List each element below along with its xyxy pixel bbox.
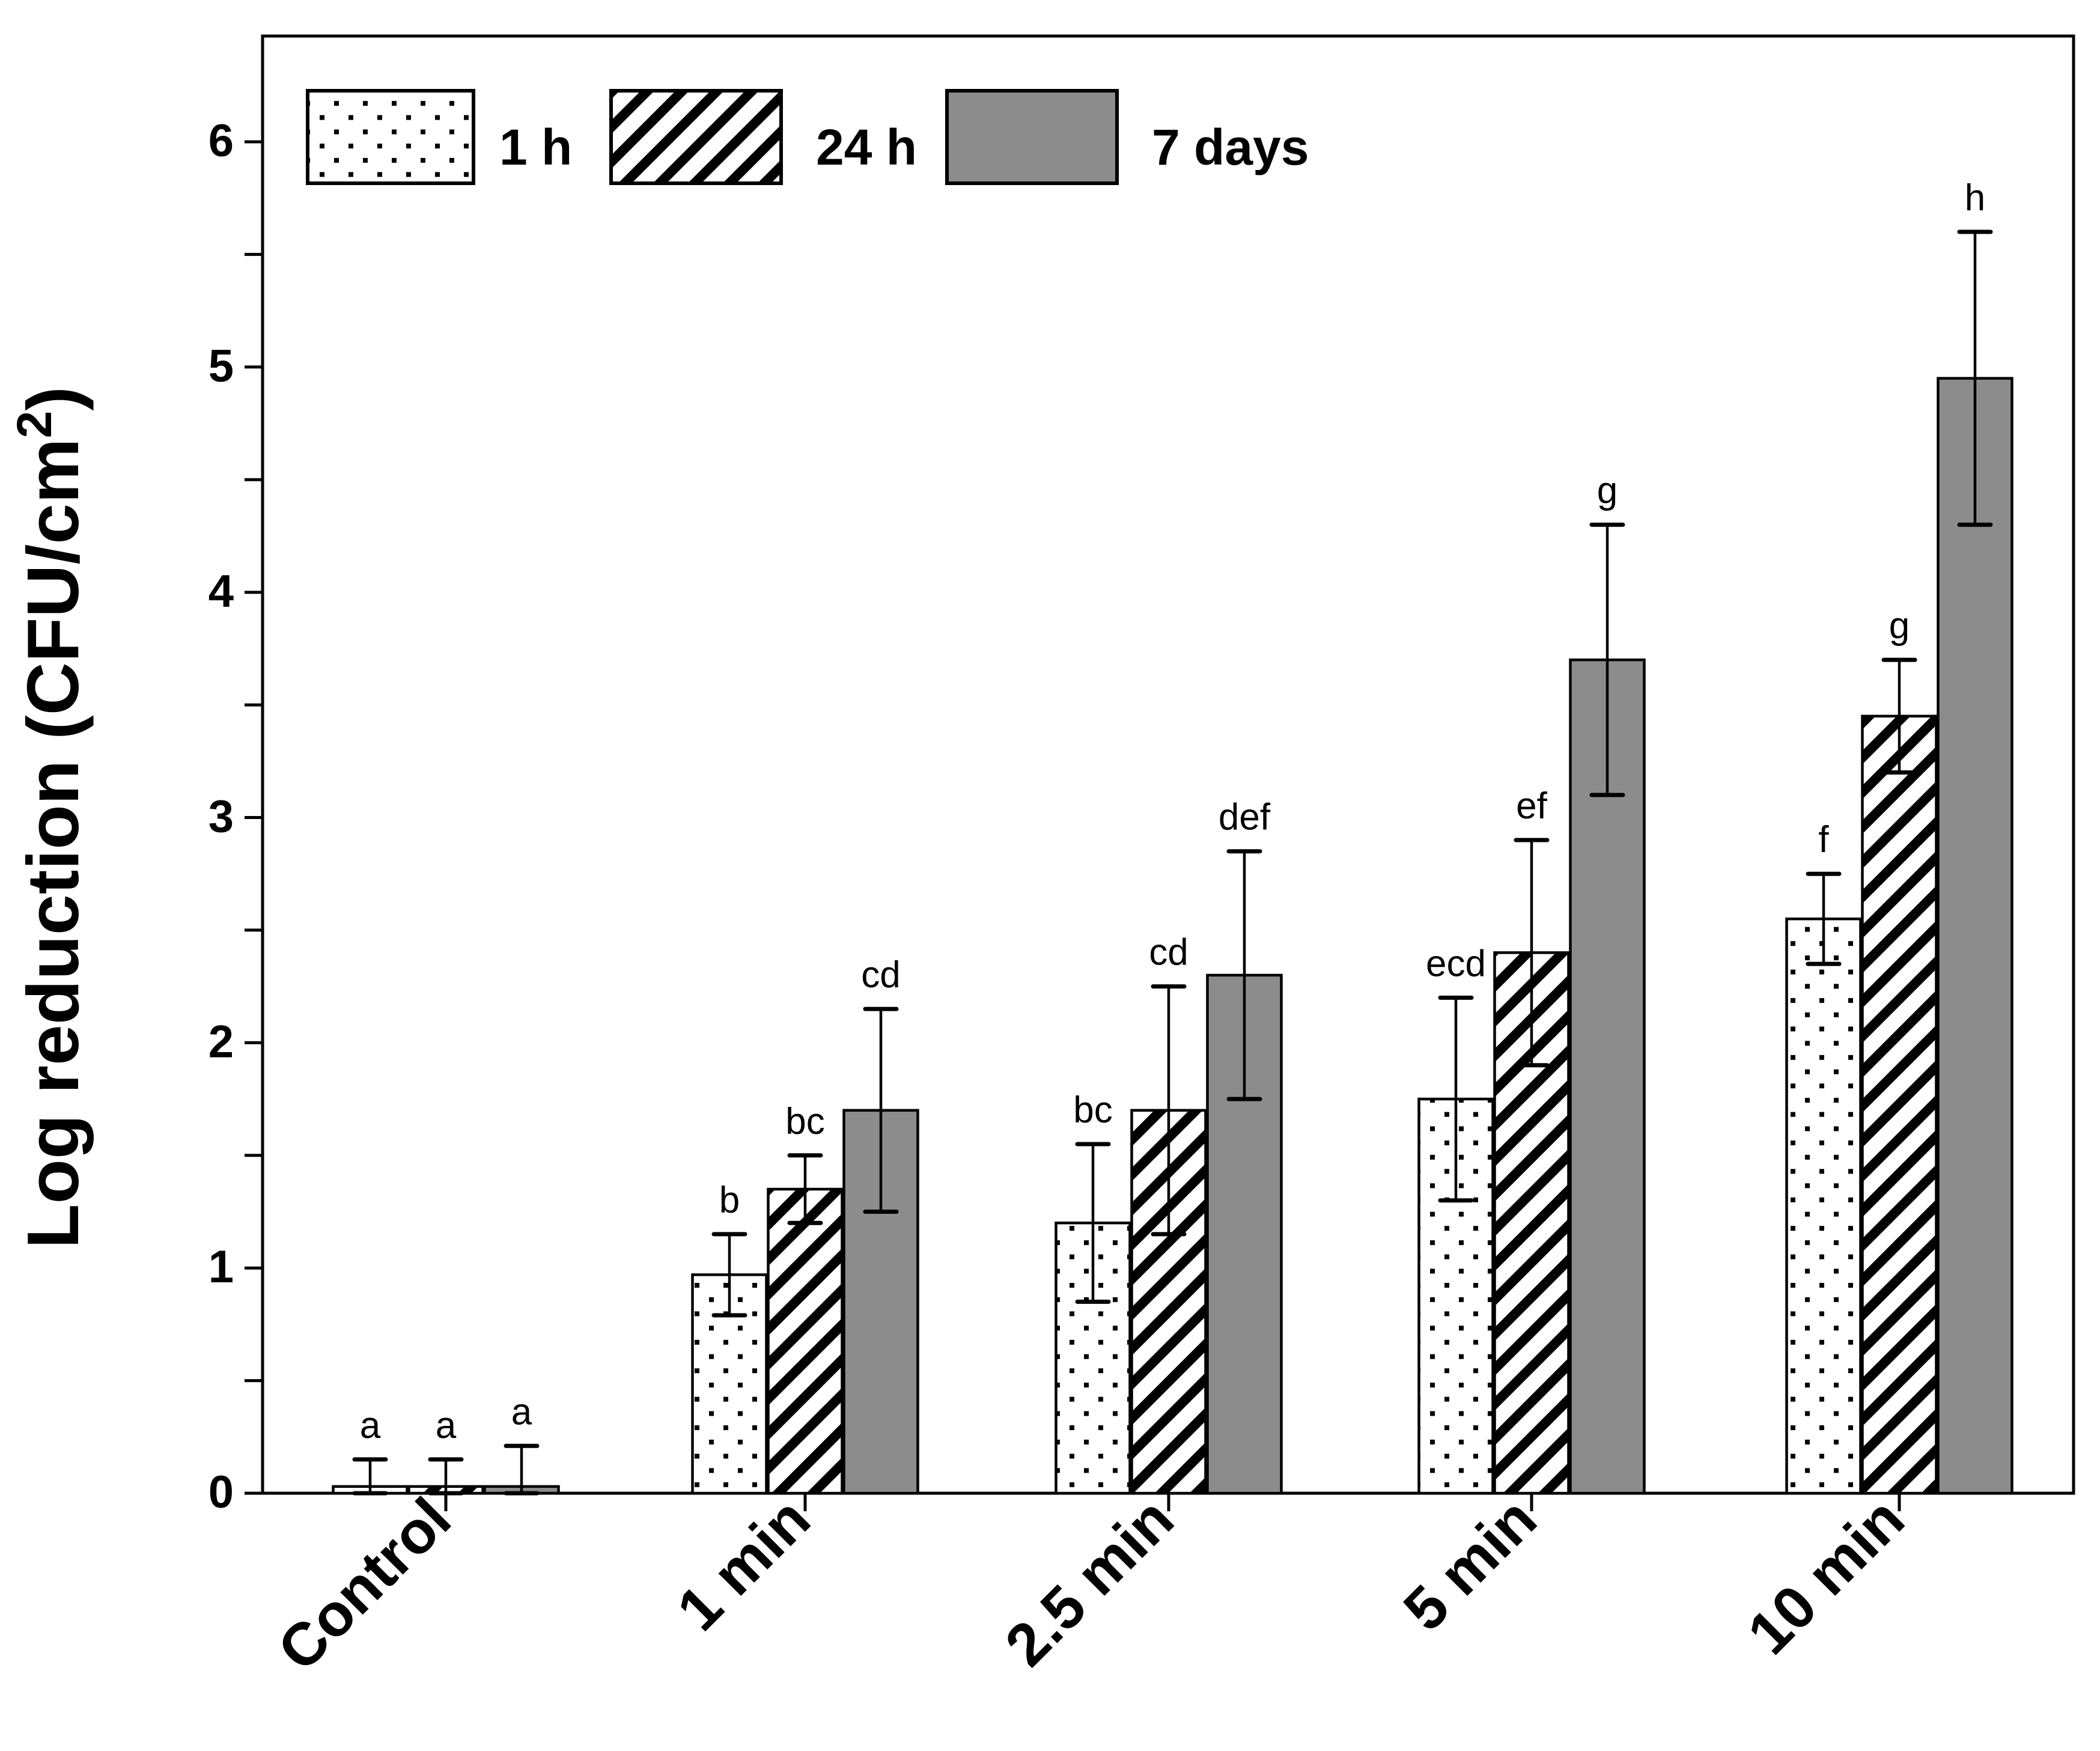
svg-text:cd: cd xyxy=(1149,932,1188,973)
svg-text:2: 2 xyxy=(208,1016,234,1067)
svg-text:a: a xyxy=(360,1405,381,1446)
svg-text:h: h xyxy=(1965,177,1985,219)
svg-text:f: f xyxy=(1818,819,1829,860)
svg-text:3: 3 xyxy=(208,791,234,842)
svg-text:cd: cd xyxy=(861,954,900,996)
svg-text:6: 6 xyxy=(208,115,234,166)
svg-text:b: b xyxy=(719,1180,740,1221)
svg-text:10 min: 10 min xyxy=(1735,1485,1917,1667)
svg-text:Log reduction (CFU/cm2): Log reduction (CFU/cm2) xyxy=(7,386,94,1249)
svg-text:g: g xyxy=(1889,605,1910,647)
svg-text:5: 5 xyxy=(208,341,234,392)
svg-text:ef: ef xyxy=(1516,785,1547,827)
svg-text:bc: bc xyxy=(785,1101,824,1142)
svg-text:2.5 min: 2.5 min xyxy=(993,1485,1187,1679)
svg-text:24 h: 24 h xyxy=(816,119,917,175)
svg-text:1 h: 1 h xyxy=(499,119,572,175)
svg-text:Control: Control xyxy=(265,1485,464,1684)
svg-text:1: 1 xyxy=(208,1241,234,1293)
svg-text:a: a xyxy=(511,1391,532,1433)
svg-text:bc: bc xyxy=(1073,1089,1112,1131)
svg-text:5 min: 5 min xyxy=(1391,1485,1550,1643)
svg-text:def: def xyxy=(1219,797,1271,838)
svg-text:0: 0 xyxy=(208,1467,234,1518)
svg-text:ecd: ecd xyxy=(1426,943,1486,984)
svg-text:g: g xyxy=(1597,470,1618,511)
svg-text:7 days: 7 days xyxy=(1152,119,1309,175)
svg-text:1 min: 1 min xyxy=(665,1485,823,1643)
svg-text:a: a xyxy=(436,1405,457,1446)
svg-text:4: 4 xyxy=(208,566,234,617)
